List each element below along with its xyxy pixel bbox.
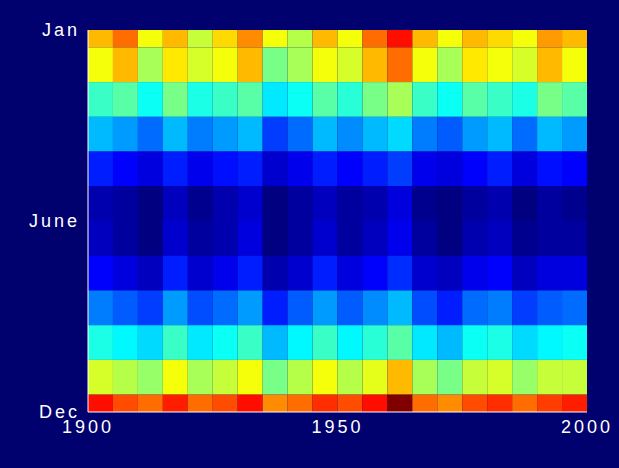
svg-text:Jan: Jan <box>42 20 80 40</box>
svg-text:2000: 2000 <box>561 417 613 437</box>
svg-text:June: June <box>29 211 80 231</box>
svg-text:Dec: Dec <box>39 402 80 422</box>
svg-text:1950: 1950 <box>311 417 363 437</box>
svg-text:1900: 1900 <box>62 416 114 437</box>
